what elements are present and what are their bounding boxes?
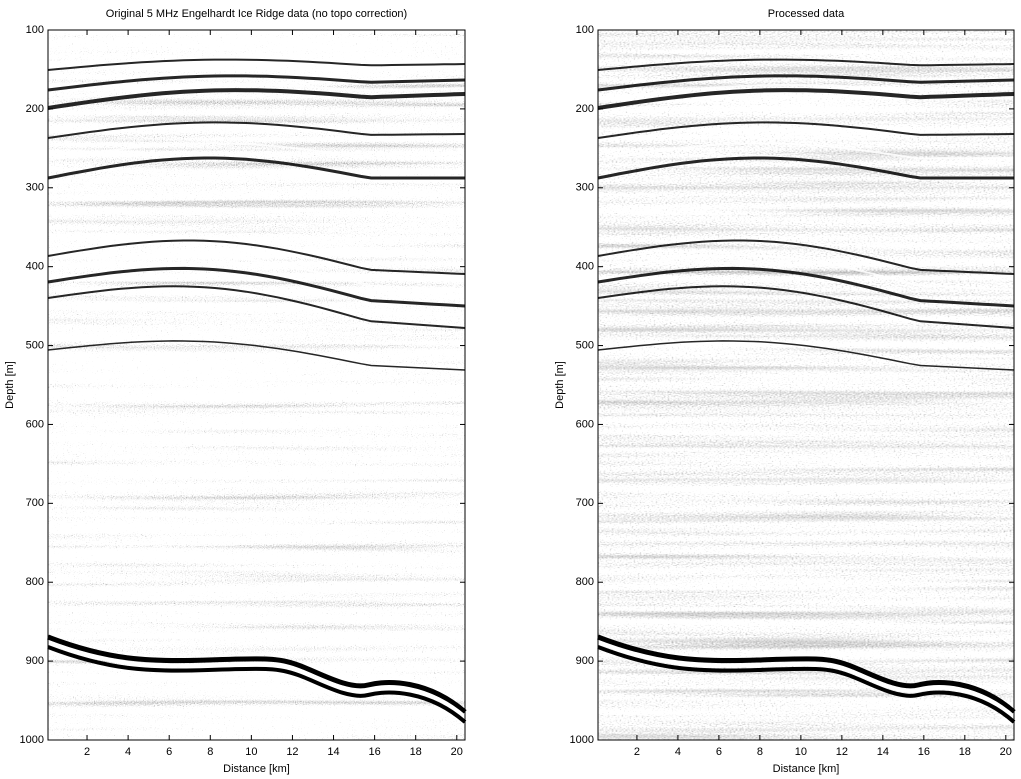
x-tick-label: 16 bbox=[368, 746, 380, 758]
bed-reflector bbox=[47, 645, 467, 724]
reflector bbox=[47, 156, 465, 180]
panel: 2 4 6 8 10 12 14 16 18 20 100 200 300 400 500 600 700 800… bbox=[554, 8, 1016, 775]
x-tick-label: 14 bbox=[327, 746, 339, 758]
axes-box bbox=[47, 29, 466, 741]
x-tick-label: 6 bbox=[166, 746, 172, 758]
x-tick-label: 6 bbox=[716, 746, 722, 758]
y-tick-label: 600 bbox=[26, 418, 44, 430]
y-tick-label: 600 bbox=[576, 418, 594, 430]
x-tick-label: 8 bbox=[757, 746, 763, 758]
bed-reflector bbox=[47, 640, 467, 719]
y-tick-label: 700 bbox=[26, 497, 44, 509]
bed-reflector bbox=[47, 634, 467, 714]
reflector bbox=[597, 239, 1015, 275]
x-axis-label: Distance [km] bbox=[223, 763, 290, 775]
reflector bbox=[47, 285, 466, 329]
y-tick-label: 800 bbox=[576, 576, 594, 588]
reflector bbox=[47, 84, 466, 101]
reflector bbox=[47, 142, 466, 161]
chart-title: Original 5 MHz Engelhardt Ice Ridge data… bbox=[106, 8, 407, 20]
reflector bbox=[47, 88, 466, 110]
y-tick-label: 900 bbox=[576, 655, 594, 667]
reflector bbox=[47, 340, 466, 371]
reflector bbox=[597, 266, 1015, 308]
reflector bbox=[597, 58, 1015, 71]
radargram bbox=[48, 30, 465, 740]
y-tick-label: 500 bbox=[26, 339, 44, 351]
reflector bbox=[47, 58, 466, 71]
reflector bbox=[47, 74, 466, 92]
x-tick-label: 20 bbox=[1000, 746, 1012, 758]
x-tick-label: 4 bbox=[675, 746, 681, 758]
reflector bbox=[47, 254, 466, 291]
x-tick-label: 8 bbox=[207, 746, 213, 758]
y-tick-label: 500 bbox=[576, 339, 594, 351]
x-tick-label: 10 bbox=[795, 746, 807, 758]
reflector bbox=[597, 254, 1015, 291]
reflector bbox=[597, 88, 1015, 110]
y-tick-label: 800 bbox=[26, 576, 44, 588]
y-tick-label: 700 bbox=[576, 497, 594, 509]
y-tick-label: 200 bbox=[576, 103, 594, 115]
y-axis-label: Depth [m] bbox=[554, 361, 566, 409]
reflector bbox=[47, 239, 466, 275]
bed-reflector bbox=[597, 640, 1016, 719]
y-tick-label: 1000 bbox=[570, 734, 594, 746]
bed-reflector bbox=[597, 645, 1016, 724]
x-tick-label: 16 bbox=[918, 746, 930, 758]
y-tick-label: 300 bbox=[26, 182, 44, 194]
panel: 2 4 6 8 10 12 14 16 18 20 100 200 300 400 500 600 700 800… bbox=[4, 8, 467, 775]
x-tick-label: 12 bbox=[836, 746, 848, 758]
x-tick-label: 14 bbox=[877, 746, 889, 758]
reflector bbox=[597, 156, 1014, 180]
x-tick-label: 18 bbox=[959, 746, 971, 758]
axes-box bbox=[597, 29, 1015, 741]
reflector bbox=[597, 340, 1015, 371]
x-tick-label: 20 bbox=[451, 746, 463, 758]
x-axis-label: Distance [km] bbox=[773, 763, 840, 775]
y-tick-label: 200 bbox=[26, 103, 44, 115]
y-tick-label: 100 bbox=[576, 24, 594, 36]
x-tick-label: 2 bbox=[634, 746, 640, 758]
y-tick-label: 400 bbox=[576, 261, 594, 273]
reflector bbox=[597, 74, 1015, 92]
x-tick-label: 4 bbox=[125, 746, 131, 758]
y-tick-label: 300 bbox=[576, 182, 594, 194]
x-tick-label: 12 bbox=[286, 746, 298, 758]
y-tick-label: 1000 bbox=[20, 734, 44, 746]
bed-reflector bbox=[597, 634, 1016, 714]
reflector bbox=[47, 121, 466, 139]
chart-title: Processed data bbox=[768, 8, 845, 20]
x-tick-label: 18 bbox=[410, 746, 422, 758]
y-tick-label: 400 bbox=[26, 261, 44, 273]
y-axis-label: Depth [m] bbox=[4, 361, 16, 409]
reflector bbox=[597, 285, 1015, 329]
x-tick-label: 10 bbox=[245, 746, 257, 758]
x-tick-label: 2 bbox=[84, 746, 90, 758]
y-tick-label: 900 bbox=[26, 655, 44, 667]
y-tick-label: 100 bbox=[26, 24, 44, 36]
reflector bbox=[597, 121, 1015, 139]
reflector bbox=[597, 142, 1015, 161]
reflector bbox=[47, 266, 466, 308]
reflector bbox=[597, 84, 1015, 101]
radargram bbox=[598, 30, 1014, 740]
